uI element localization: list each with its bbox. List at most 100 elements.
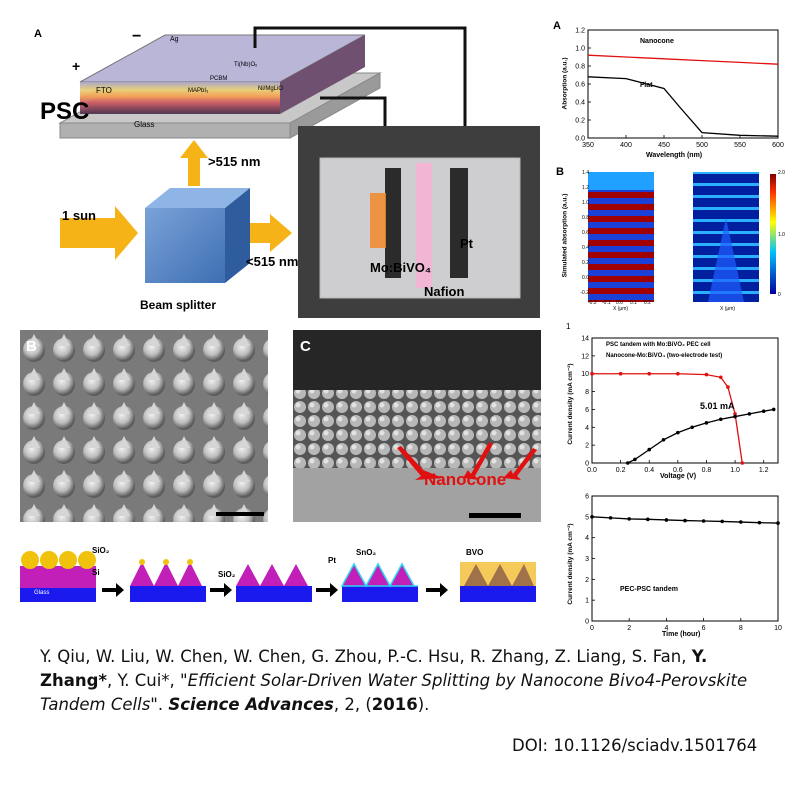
y-tick-label: 5 bbox=[585, 514, 589, 521]
simulation-cbar-top: 2.0 bbox=[778, 170, 785, 176]
absorption-legend-flat: Flat bbox=[640, 82, 653, 89]
layer-nimglio: Ni/MgLiO bbox=[258, 86, 284, 92]
sim-x-tick-label: -0.2 bbox=[588, 300, 597, 306]
y-tick-label: 4 bbox=[585, 535, 589, 542]
sem-b-label: B bbox=[26, 338, 37, 355]
data-point bbox=[757, 520, 762, 525]
citation-year: 2016 bbox=[371, 695, 418, 714]
absorption-legend-nanocone: Nanocone bbox=[640, 38, 674, 45]
data-point bbox=[771, 407, 776, 412]
x-tick-label: 1.0 bbox=[730, 467, 740, 474]
sim-x-tick-label: -0.1 bbox=[602, 300, 611, 306]
process-sio2b-label: SiO₂ bbox=[218, 570, 236, 579]
simulation-ylabel: Simulated absorption (a.u.) bbox=[561, 193, 569, 278]
sem-image-c bbox=[293, 330, 541, 522]
process-sio2-label: SiO₂ bbox=[92, 546, 110, 555]
jv-svg: 0.0 0.2 0.4 0.6 0.8 1.0 1.2 0 2 4 6 8 10 12 14 bbox=[581, 336, 779, 474]
psc-title: PSC bbox=[40, 98, 90, 125]
process-si-label: Si bbox=[92, 568, 100, 577]
nanocone-array-svg bbox=[20, 330, 268, 522]
absorption-chart: 350 400 450 500 550 600 0.0 0.2 0.4 0.6 0.8 1.0 1.2 bbox=[548, 18, 788, 168]
data-point bbox=[701, 519, 706, 523]
layer-ag: Ag bbox=[170, 36, 179, 43]
jv-annotation: 5.01 mA bbox=[700, 401, 735, 411]
sim-x-tick-label: 0.2 bbox=[644, 300, 651, 306]
stability-chart: 0 2 4 6 8 10 0 1 2 3 4 5 6 bbox=[548, 486, 788, 646]
layer-tinbo: Ti(Nb)Oₓ bbox=[234, 62, 258, 68]
jv-plot-frame bbox=[591, 337, 779, 464]
beam-splitter-label: Beam splitter bbox=[140, 298, 217, 312]
nafion-label: Nafion bbox=[424, 284, 465, 299]
absorption-svg: 350 400 450 500 550 600 0.0 0.2 0.4 0.6 0.8 1.0 1.2 bbox=[575, 28, 784, 150]
sim-x-tick-label: 0.0 bbox=[616, 300, 623, 306]
layer-glass: Glass bbox=[134, 120, 155, 129]
y-tick-label: 6 bbox=[585, 494, 589, 501]
data-point bbox=[733, 414, 737, 419]
data-point bbox=[590, 515, 594, 519]
x-tick-label: 6 bbox=[702, 625, 706, 632]
y-tick-label: 1.0 bbox=[575, 46, 585, 53]
data-point bbox=[740, 461, 745, 465]
citation-title: Efficient Solar-Driven Water Splitting b… bbox=[40, 671, 748, 714]
layer-fto: FTO bbox=[96, 86, 112, 95]
sim-x-tick-label: 0.1 bbox=[630, 300, 637, 306]
process-sno2-label: SnO₂ bbox=[356, 548, 376, 557]
sim-y-tick-label: 0.2 bbox=[582, 260, 589, 266]
sim-y-tick-label: 1.4 bbox=[582, 170, 589, 176]
sim-y-tick-label: 0.6 bbox=[582, 230, 589, 236]
x-tick-label: 0.6 bbox=[673, 467, 683, 474]
y-tick-label: 14 bbox=[581, 336, 589, 343]
y-tick-label: 0.4 bbox=[575, 100, 585, 107]
data-point bbox=[761, 409, 766, 414]
series-line-1 bbox=[627, 408, 774, 464]
panel-label-a: A bbox=[34, 28, 42, 40]
y-tick-label: 12 bbox=[581, 353, 589, 360]
process-glass-label: Glass bbox=[34, 590, 50, 596]
absorption-ylabel: Absorption (a.u.) bbox=[561, 57, 569, 110]
data-point bbox=[739, 520, 743, 524]
x-tick-label: 450 bbox=[658, 142, 670, 149]
simulation-svg bbox=[588, 172, 776, 302]
jv-chart: 0.0 0.2 0.4 0.6 0.8 1.0 1.2 0 2 4 6 8 10 12 14 bbox=[548, 326, 788, 486]
citation-after-title: ". bbox=[150, 695, 169, 714]
jv-legend-1: PSC tandem with Mo:BiVO₄ PEC cell bbox=[606, 342, 711, 348]
y-tick-label: 10 bbox=[581, 371, 589, 378]
one-sun-label: 1 sun bbox=[62, 208, 96, 223]
x-tick-label: 0.2 bbox=[616, 467, 626, 474]
simulation-xlabel-left: X (μm) bbox=[613, 306, 629, 312]
citation-bold-author: Y. Zhang* bbox=[40, 647, 708, 690]
y-tick-label: 0.8 bbox=[575, 64, 585, 71]
y-tick-label: 0 bbox=[585, 461, 589, 468]
data-point bbox=[676, 430, 680, 435]
sem-c-label: C bbox=[300, 338, 311, 355]
jv-legend-2: Nanocone-Mo:BiVO₄ (two-electrode test) bbox=[606, 353, 723, 359]
data-point bbox=[661, 437, 666, 442]
data-point bbox=[618, 371, 623, 376]
y-tick-label: 2 bbox=[585, 577, 589, 584]
x-tick-label: 500 bbox=[696, 142, 708, 149]
data-point bbox=[608, 516, 613, 520]
sem-image-b bbox=[20, 330, 268, 522]
x-tick-label: 600 bbox=[772, 142, 784, 149]
psc-schematic-svg bbox=[58, 26, 540, 318]
y-tick-label: 2 bbox=[585, 443, 589, 450]
simulation-xticks: -0.2 -0.1 0.0 0.1 0.2 bbox=[588, 300, 654, 308]
y-tick-label: 0.0 bbox=[575, 136, 585, 143]
x-tick-label: 1.2 bbox=[759, 467, 769, 474]
y-tick-label: 0.6 bbox=[575, 82, 585, 89]
simulation-panel bbox=[548, 168, 788, 318]
data-point bbox=[664, 518, 669, 522]
data-point bbox=[646, 517, 650, 522]
absorption-panel-label: A bbox=[553, 20, 561, 32]
pt-label: Pt bbox=[460, 236, 473, 251]
nanocone-annotation: Nanocone bbox=[424, 470, 507, 489]
process-pt-label: Pt bbox=[328, 556, 336, 565]
x-tick-label: 0.0 bbox=[587, 467, 597, 474]
x-tick-label: 400 bbox=[620, 142, 632, 149]
y-tick-label: 4 bbox=[585, 425, 589, 432]
gt515-label: >515 nm bbox=[208, 154, 261, 169]
cross-section-svg bbox=[293, 330, 541, 522]
jv-xlabel: Voltage (V) bbox=[660, 473, 697, 480]
sim-y-tick-label: 1.0 bbox=[582, 200, 589, 206]
x-tick-label: 550 bbox=[734, 142, 746, 149]
